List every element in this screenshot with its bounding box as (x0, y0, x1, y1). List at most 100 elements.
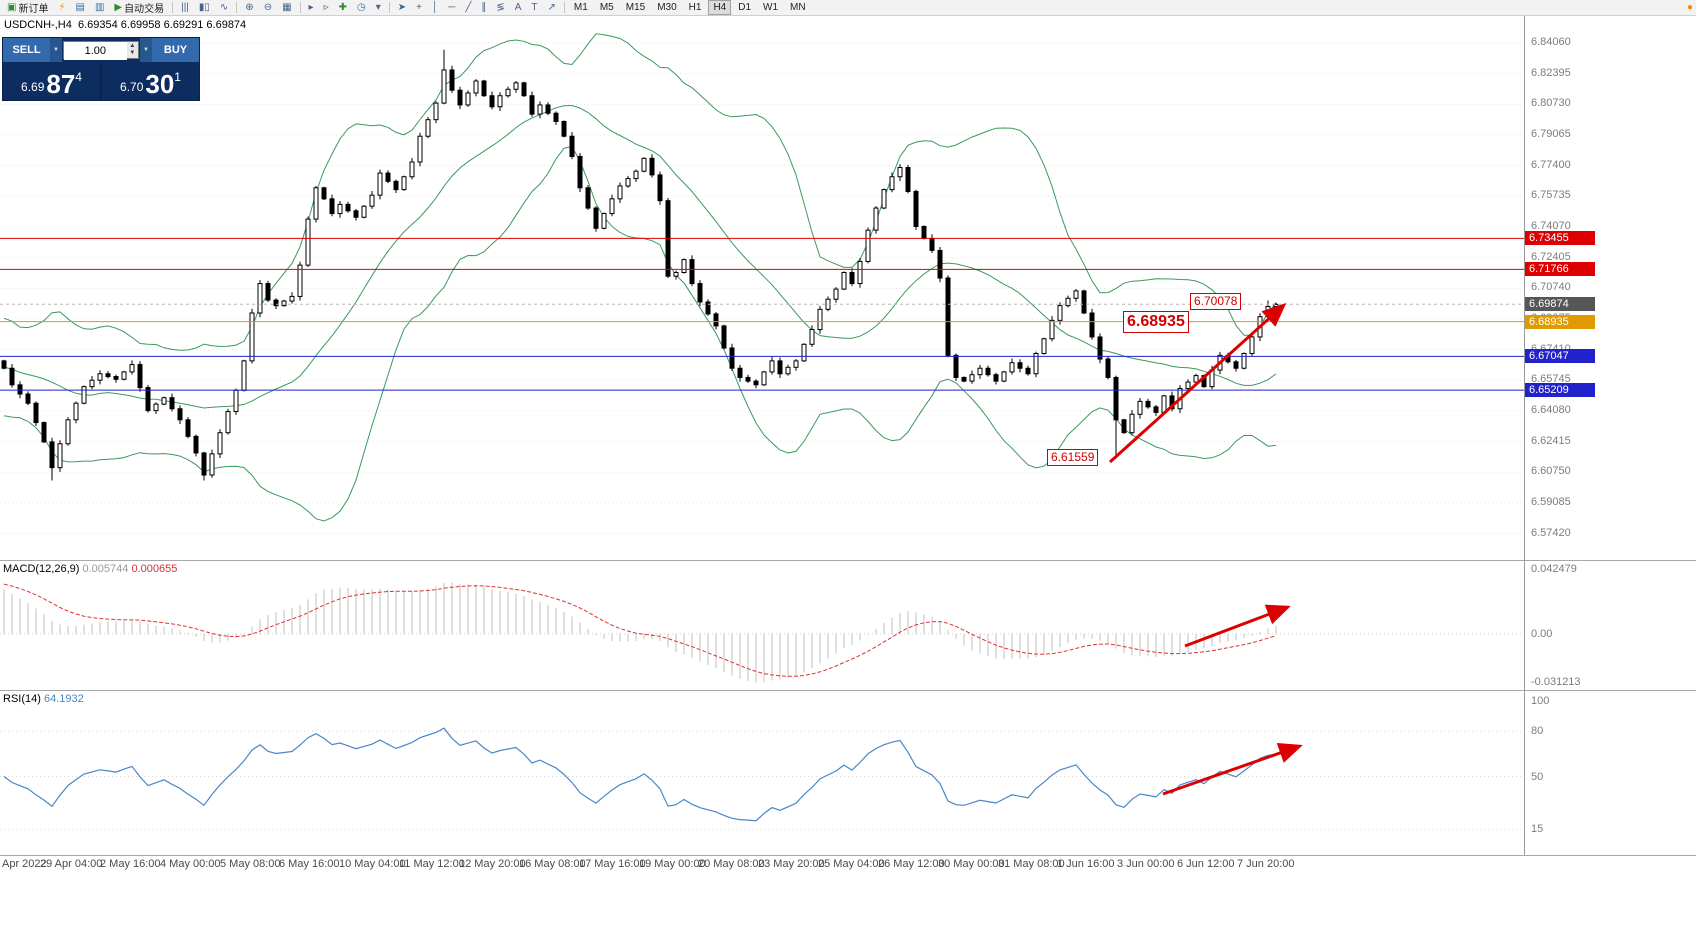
navigator-button[interactable]: ▥ (91, 0, 108, 15)
bollinger-bands (3, 33, 1277, 522)
pane-separator-rsi[interactable] (0, 690, 1696, 691)
sell-price-big: 87 (46, 69, 76, 99)
alert-icon-icon: ⚡ (58, 2, 66, 13)
trendline-button[interactable]: ╱ (461, 0, 475, 15)
market-watch-button[interactable]: ▤ (71, 0, 88, 15)
toolbar-separator (236, 2, 238, 13)
time-axis-label: 20 May 08:00 (698, 858, 765, 870)
cursor-button[interactable]: ➤ (394, 0, 410, 15)
tile-windows-button[interactable]: ▦ (278, 0, 295, 15)
buy-options-dropdown-icon[interactable]: ▼ (140, 38, 152, 62)
spin-down-icon[interactable]: ▼ (129, 50, 136, 56)
candlestick-chart-icon: ▮▯ (198, 2, 210, 13)
auto-scroll-button[interactable]: ▸ (305, 0, 318, 15)
bollinger-middle-line (3, 104, 1277, 409)
period-button[interactable]: ◷ (353, 0, 370, 15)
sell-button[interactable]: SELL (3, 38, 50, 62)
price-grid (0, 42, 1524, 535)
timeframe-mn-button[interactable]: MN (785, 0, 811, 15)
volume-spinner[interactable]: ▲ ▼ (126, 42, 138, 58)
timeframe-h4-label: H4 (713, 2, 727, 13)
arrows-button[interactable]: ↗ (544, 0, 560, 15)
candles-layer (1, 49, 1279, 481)
alert-icon-button[interactable]: ⚡ (54, 0, 69, 15)
trend-arrow-macd[interactable] (1184, 604, 1291, 648)
time-axis-label: Apr 2022 (2, 858, 47, 870)
price-label-high[interactable]: 6.70078 (1190, 292, 1242, 310)
price-label-mid[interactable]: 6.68935 (1123, 311, 1189, 334)
time-axis-label: 6 May 16:00 (279, 858, 340, 870)
channel-button[interactable]: ∥ (477, 0, 490, 15)
timeframe-d1-button[interactable]: D1 (733, 0, 756, 15)
price-axis-label: 6.77400 (1531, 158, 1571, 171)
zoom-in-button[interactable]: ⊕ (241, 0, 257, 15)
rsi-axis-label: 15 (1531, 823, 1544, 836)
time-axis-label: 31 May 08:00 (998, 858, 1065, 870)
market-watch-icon: ▤ (75, 2, 85, 13)
timeframe-m5-button[interactable]: M5 (595, 0, 619, 15)
time-axis-label: 7 Jun 20:00 (1237, 858, 1295, 870)
candlestick-chart-button[interactable]: ▮▯ (195, 0, 214, 15)
trend-arrows (1108, 302, 1303, 796)
timeframe-w1-button[interactable]: W1 (758, 0, 783, 15)
macd-indicator-label: MACD(12,26,9) 0.005744 0.000655 (3, 563, 177, 575)
macd-axis-min: -0.031213 (1531, 676, 1581, 688)
time-axis-label: 5 May 08:00 (220, 858, 281, 870)
connection-status-icon[interactable]: ● (1686, 2, 1693, 13)
time-axis-label: 2 May 16:00 (100, 858, 161, 870)
arrows-icon: ↗ (547, 2, 556, 13)
navigator-icon: ▥ (94, 2, 105, 13)
line-chart-icon: ∿ (219, 2, 229, 13)
price-tag: 6.68935 (1525, 314, 1595, 329)
chart-shift-button[interactable]: ▹ (320, 0, 333, 15)
toolbar-separator (388, 2, 390, 13)
price-tag: 6.65209 (1525, 383, 1595, 398)
spin-up-icon[interactable]: ▲ (129, 43, 136, 49)
templates-icon: ▾ (375, 2, 381, 13)
fibonacci-button[interactable]: ≶ (492, 0, 508, 15)
timeframe-h4-button[interactable]: H4 (708, 0, 732, 15)
price-axis-separator (1524, 16, 1525, 855)
cursor-icon: ➤ (397, 2, 407, 13)
auto-scroll-icon: ▸ (308, 2, 314, 13)
horizontal-line-button[interactable]: ─ (444, 0, 459, 15)
new-order-button[interactable]: ▣ 新订单 (3, 0, 52, 15)
label-icon: T (531, 2, 538, 13)
label-button[interactable]: T (527, 0, 541, 15)
vertical-line-icon: │ (431, 2, 439, 13)
text-button[interactable]: A (511, 0, 526, 15)
timeframe-m30-button[interactable]: M30 (652, 0, 681, 15)
crosshair-button[interactable]: + (412, 0, 426, 15)
rsi-value: 64.1932 (43, 693, 84, 705)
autotrading-button[interactable]: ▶ 自动交易 (110, 0, 168, 15)
new-order-icon: ▣ (7, 2, 17, 13)
time-axis-label: 1 Jun 16:00 (1057, 858, 1115, 870)
indicators-button[interactable]: ✚ (335, 0, 351, 15)
volume-input[interactable] (64, 42, 127, 60)
price-axis-label: 6.64080 (1531, 403, 1571, 416)
toolbar-separator (563, 2, 565, 13)
pane-separator-macd[interactable] (0, 560, 1696, 561)
line-chart-button[interactable]: ∿ (216, 0, 232, 15)
vertical-line-button[interactable]: │ (428, 0, 442, 15)
templates-button[interactable]: ▾ (372, 0, 385, 15)
sell-options-dropdown-icon[interactable]: ▼ (50, 38, 62, 62)
timeframe-m1-button[interactable]: M1 (569, 0, 593, 15)
price-label-low[interactable]: 6.61559 (1047, 449, 1099, 467)
price-axis-label: 6.59085 (1531, 495, 1571, 508)
timeframe-m1-label: M1 (573, 2, 588, 13)
sell-price[interactable]: 6.69 87 4 (3, 62, 100, 100)
price-axis-label: 6.57420 (1531, 526, 1571, 539)
one-click-controls-row: SELL ▼ ▲ ▼ ▼ BUY (3, 38, 199, 62)
rsi-axis-label: 100 (1531, 695, 1550, 707)
chart-shift-icon: ▹ (323, 2, 329, 13)
timeframe-m15-button[interactable]: M15 (621, 0, 650, 15)
timeframe-h1-button[interactable]: H1 (684, 0, 707, 15)
rsi-title-text: RSI(14) (3, 693, 41, 705)
buy-price[interactable]: 6.70 30 1 (102, 62, 199, 100)
bars-chart-button[interactable]: ||| (177, 0, 193, 15)
zoom-out-button[interactable]: ⊖ (260, 0, 276, 15)
buy-button[interactable]: BUY (152, 38, 199, 62)
trend-arrow-rsi[interactable] (1162, 743, 1303, 796)
